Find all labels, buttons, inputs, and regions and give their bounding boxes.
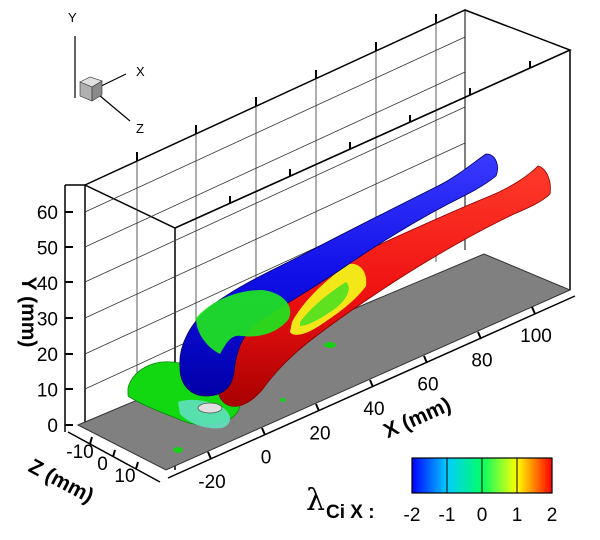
colorbar-tick-label: 0 (477, 505, 488, 526)
triad-y-label: Y (68, 10, 77, 25)
y-axis: 0 10 20 30 40 50 60 Y (mm) (17, 185, 73, 437)
colorbar-tick-labels: -2 -1 0 1 2 (404, 505, 558, 526)
x-tick-label: 60 (417, 375, 438, 396)
colorbar-subtitle: Ci X : (326, 502, 375, 523)
x-tick-label: 100 (520, 326, 552, 347)
colorbar-tick-label: -1 (439, 505, 456, 526)
x-tick-label: 20 (309, 423, 330, 444)
z-tick-label: -10 (66, 442, 93, 463)
z-tick-labels: -100 10 (66, 442, 135, 487)
vortex-core-opening (197, 402, 223, 414)
triad-z-label: Z (136, 121, 144, 136)
colorbar-tick-label: 2 (547, 505, 558, 526)
y-tick-label: 40 (37, 274, 58, 295)
y-tick-label: 50 (37, 239, 58, 260)
colorbar-tick-label: 1 (512, 505, 523, 526)
front-box (65, 49, 571, 229)
y-tick-labels: 0 10 20 30 40 50 60 (37, 203, 58, 437)
z-tick-label: 10 (114, 466, 135, 487)
x-axis-title: X (mm) (380, 393, 454, 443)
z-tick-label: 0 (97, 454, 108, 475)
x-tick-label: 0 (261, 448, 272, 469)
floor-patches (173, 342, 336, 453)
orientation-triad: Y X Z (68, 10, 145, 136)
x-tick-label: 40 (363, 399, 384, 420)
colorbar-tick-label: -2 (404, 505, 421, 526)
y-tick-label: 30 (37, 310, 58, 331)
top-tick-marks (136, 14, 531, 203)
y-tick-label: 10 (37, 381, 58, 402)
x-tick-labels: -20 0 20 40 60 80 100 (198, 326, 552, 493)
blue-vortex-tube (179, 153, 498, 397)
green-band-red-tube (300, 282, 349, 326)
x-tick-label: 80 (471, 350, 492, 371)
colorbar-title: λ (306, 483, 325, 518)
y-axis-title: Y (mm) (17, 277, 40, 348)
y-tick-label: 60 (37, 203, 58, 224)
y-tick-label: 20 (37, 345, 58, 366)
triad-cube-right (91, 80, 103, 102)
colorbar: -2 -1 0 1 2 λ Ci X : (306, 457, 558, 526)
x-tick-label: -20 (198, 472, 225, 493)
isosurfaces (127, 153, 551, 429)
green-blend-blue-tube (196, 290, 291, 354)
y-tick-label: 0 (47, 416, 58, 437)
triad-x-label: X (136, 64, 145, 79)
